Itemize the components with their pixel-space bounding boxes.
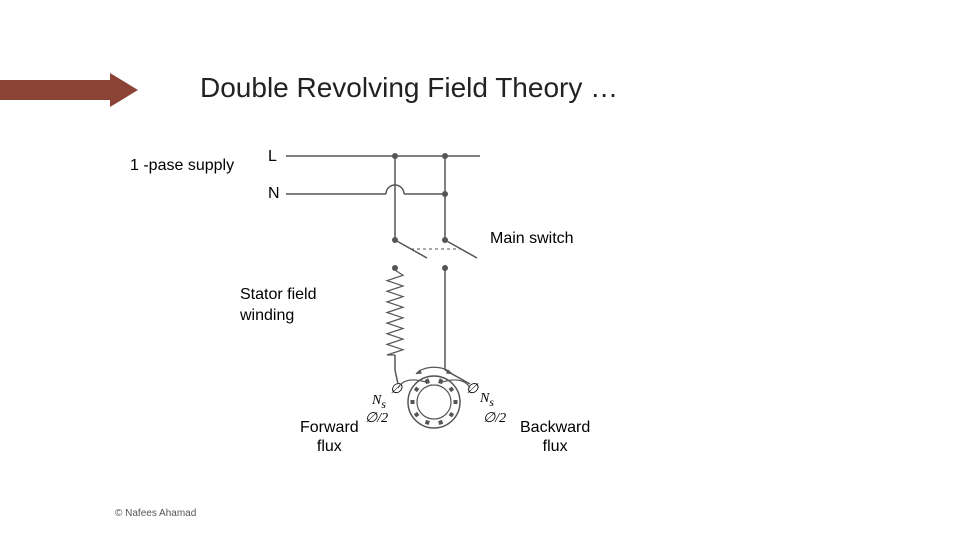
circuit-diagram	[0, 0, 960, 540]
footer-credit: © Nafees Ahamad	[115, 508, 196, 519]
